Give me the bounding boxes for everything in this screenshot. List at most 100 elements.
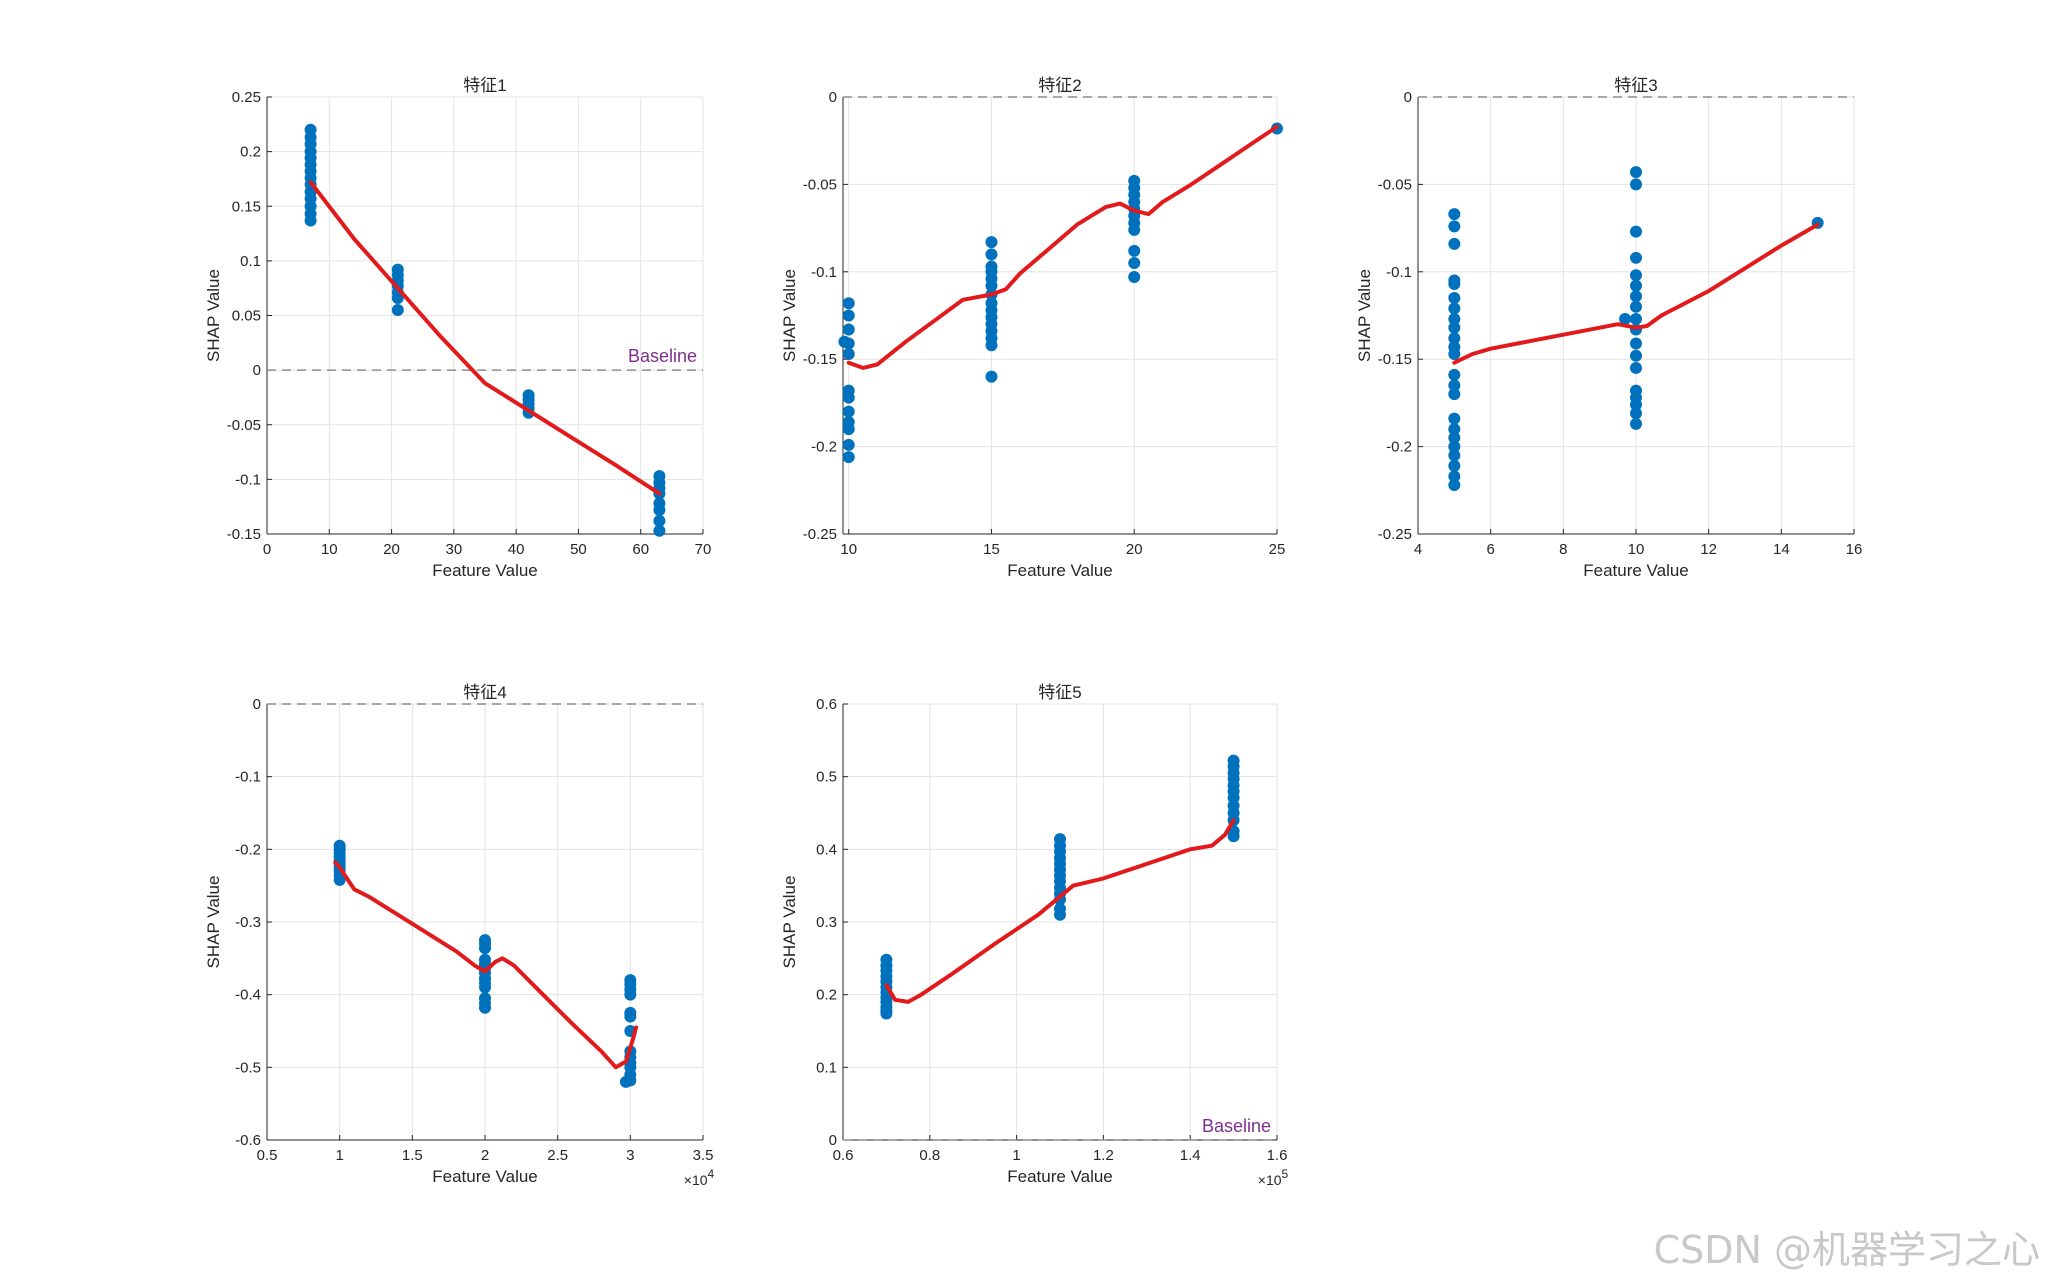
x-axis-label: Feature Value bbox=[432, 1167, 538, 1186]
y-tick-label: 0.1 bbox=[240, 253, 261, 270]
data-point bbox=[1128, 223, 1141, 236]
y-axis-label: SHAP Value bbox=[204, 269, 223, 362]
x-tick-label: 16 bbox=[1846, 541, 1863, 558]
data-point bbox=[304, 214, 317, 227]
chart-2: 10 15 20 25 -0.25 -0.2 -0.15 -0.1 -0.05 0 特征2 Featu… bbox=[780, 76, 1285, 580]
data-point bbox=[1630, 279, 1642, 292]
data-point bbox=[1630, 398, 1642, 411]
data-point bbox=[1630, 290, 1642, 303]
data-point bbox=[624, 988, 637, 1001]
y-tick-label: -0.2 bbox=[235, 841, 261, 858]
x-tick-label: 2.5 bbox=[547, 1147, 568, 1164]
x-tick-label: 2 bbox=[481, 1147, 489, 1164]
data-point bbox=[1448, 431, 1461, 444]
trend-curve bbox=[1452, 222, 1820, 365]
data-point bbox=[1630, 312, 1642, 325]
data-point bbox=[391, 304, 404, 317]
chart-5: 0.6 0.8 1 1.2 1.4 1.6 0 0.1 0.2 0.3 0.4 0.5 0.6 Basel… bbox=[780, 683, 1289, 1188]
x-tick-label: 0.5 bbox=[257, 1147, 278, 1164]
data-point bbox=[1630, 300, 1642, 313]
x-tick-label: 8 bbox=[1559, 541, 1567, 558]
y-axis-label: SHAP Value bbox=[1355, 269, 1374, 362]
data-point bbox=[1448, 449, 1461, 462]
y-tick-label: 0.6 bbox=[816, 696, 837, 713]
data-point bbox=[985, 339, 998, 352]
y-tick-label: 0.2 bbox=[240, 144, 261, 161]
data-point bbox=[842, 405, 855, 418]
y-tick-label: 0 bbox=[253, 696, 261, 713]
data-point bbox=[842, 323, 855, 336]
x-tick-label: 30 bbox=[446, 541, 463, 558]
data-point bbox=[842, 297, 855, 310]
data-point bbox=[880, 1007, 893, 1020]
x-tick-label: 25 bbox=[1269, 541, 1286, 558]
y-axis-label: SHAP Value bbox=[780, 876, 799, 969]
x-tick-label: 3 bbox=[626, 1147, 634, 1164]
data-point bbox=[1448, 302, 1461, 315]
x-tick-label: 1 bbox=[335, 1147, 343, 1164]
y-tick-label: 0.25 bbox=[232, 89, 261, 106]
y-tick-label: -0.15 bbox=[227, 526, 261, 543]
x-tick-label: 10 bbox=[1628, 541, 1645, 558]
x-tick-label: 1.2 bbox=[1093, 1147, 1114, 1164]
data-point bbox=[1448, 470, 1461, 483]
exponent-base: ×10 bbox=[684, 1172, 708, 1188]
y-tick-label: 0 bbox=[829, 89, 837, 106]
data-point bbox=[624, 1010, 637, 1023]
baseline-label: Baseline bbox=[1202, 1116, 1271, 1136]
y-tick-label: -0.4 bbox=[235, 987, 261, 1004]
data-point bbox=[1227, 830, 1240, 843]
data-point bbox=[1630, 349, 1642, 362]
chart-4: 0.5 1 1.5 2 2.5 3 3.5 -0.6 -0.5 -0.4 -0.3 -0.2 -0.1 0… bbox=[204, 683, 715, 1188]
x-tick-label: 1.4 bbox=[1180, 1147, 1201, 1164]
x-tick-label: 1 bbox=[1012, 1147, 1020, 1164]
y-tick-label: -0.2 bbox=[811, 439, 837, 456]
data-point bbox=[1630, 251, 1642, 264]
data-point bbox=[1630, 337, 1642, 350]
y-tick-label: -0.05 bbox=[803, 176, 837, 193]
data-point bbox=[1054, 908, 1066, 921]
y-tick-label: -0.05 bbox=[227, 417, 261, 434]
x-tick-label: 20 bbox=[1126, 541, 1143, 558]
data-point bbox=[1448, 379, 1461, 392]
x-axis-label: Feature Value bbox=[432, 561, 538, 580]
data-point bbox=[1448, 368, 1461, 381]
chart-3: 4 6 8 10 12 14 16 -0.25 -0.2 -0.15 -0.1 -0.05 0 特征3 Fe… bbox=[1355, 76, 1862, 580]
y-tick-label: 0 bbox=[1404, 89, 1412, 106]
data-point bbox=[1448, 479, 1461, 492]
y-tick-label: 0.3 bbox=[816, 914, 837, 931]
y-axis-label: SHAP Value bbox=[780, 269, 799, 362]
x-tick-label: 4 bbox=[1414, 541, 1422, 558]
y-tick-label: 0.05 bbox=[232, 308, 261, 325]
data-point bbox=[333, 873, 346, 886]
data-point bbox=[1630, 178, 1642, 191]
data-point bbox=[391, 292, 404, 305]
x-tick-label: 40 bbox=[508, 541, 525, 558]
x-axis-label: Feature Value bbox=[1007, 561, 1113, 580]
y-tick-label: -0.15 bbox=[1378, 351, 1412, 368]
y-tick-label: -0.1 bbox=[1386, 264, 1412, 281]
chart-title: 特征4 bbox=[463, 683, 506, 702]
trend-curve bbox=[846, 124, 1279, 370]
x-tick-label: 12 bbox=[1700, 541, 1717, 558]
chart-1: 0 10 20 30 40 50 60 70 -0.15 -0.1 -0.05 0 0.05 0.1 0.1… bbox=[204, 76, 711, 580]
trend-curve bbox=[333, 860, 639, 1070]
x-tick-label: 1.6 bbox=[1267, 1147, 1288, 1164]
data-point bbox=[1448, 412, 1461, 425]
data-point bbox=[479, 942, 491, 955]
y-tick-label: 0 bbox=[253, 362, 261, 379]
y-tick-label: -0.6 bbox=[235, 1132, 261, 1149]
data-point bbox=[653, 503, 666, 516]
data-point bbox=[1448, 208, 1461, 221]
x-tick-label: 1.5 bbox=[402, 1147, 423, 1164]
x-tick-label: 70 bbox=[695, 541, 712, 558]
data-point bbox=[985, 279, 998, 292]
y-tick-label: 0.15 bbox=[232, 198, 261, 215]
data-point bbox=[1448, 278, 1461, 291]
data-point bbox=[1630, 269, 1642, 282]
data-point bbox=[842, 438, 855, 451]
data-point bbox=[842, 391, 855, 404]
exponent-power: 4 bbox=[708, 1167, 715, 1181]
data-point bbox=[1128, 257, 1141, 270]
